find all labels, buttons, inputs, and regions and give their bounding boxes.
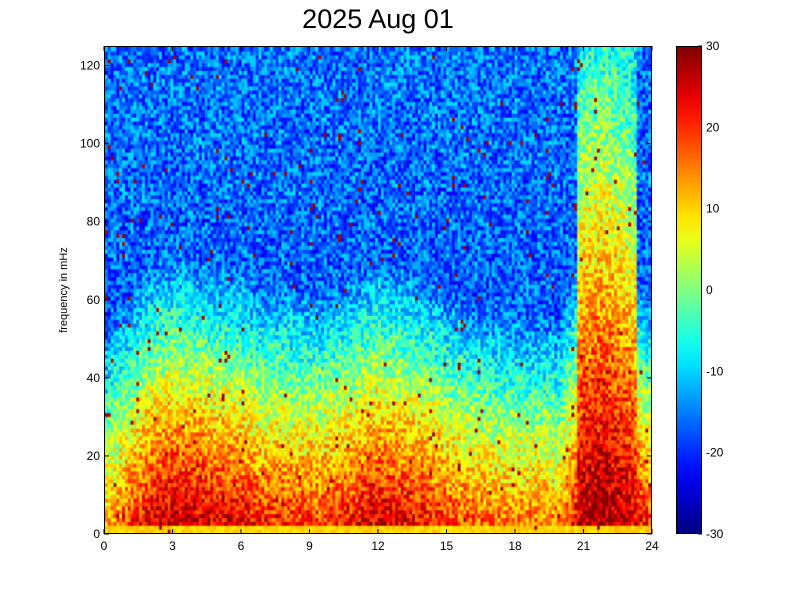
x-tick-label: 6 [238, 539, 245, 553]
y-tick-label: 20 [87, 449, 101, 463]
y-tick-label: 80 [87, 215, 101, 229]
y-tick-label: 0 [93, 527, 100, 541]
y-axis-label: frequency in mHz [58, 247, 70, 333]
spectrogram-plot-area [104, 46, 652, 534]
spectrogram-heatmap [105, 47, 651, 533]
colorbar [676, 46, 702, 534]
y-tick-label: 120 [80, 59, 100, 73]
colorbar-tick-label: 30 [706, 39, 720, 53]
colorbar-tick-label: 20 [706, 120, 720, 134]
x-tick-label: 9 [306, 539, 313, 553]
x-tick-label: 21 [577, 539, 591, 553]
y-tick-label: 60 [87, 293, 101, 307]
y-tick-label: 100 [80, 137, 100, 151]
colorbar-tick-label: -10 [706, 364, 724, 378]
colorbar-tick-label: -30 [706, 527, 724, 541]
colorbar-tick-label: 10 [706, 202, 720, 216]
chart-title: 2025 Aug 01 [302, 4, 454, 34]
colorbar-tick-label: 0 [706, 283, 713, 297]
x-tick-label: 3 [169, 539, 176, 553]
x-tick-label: 18 [508, 539, 522, 553]
x-tick-label: 24 [645, 539, 659, 553]
x-tick-label: 15 [440, 539, 454, 553]
colorbar-tick-label: -20 [706, 446, 724, 460]
y-tick-label: 40 [87, 371, 101, 385]
x-tick-label: 12 [371, 539, 385, 553]
x-tick-label: 0 [101, 539, 108, 553]
